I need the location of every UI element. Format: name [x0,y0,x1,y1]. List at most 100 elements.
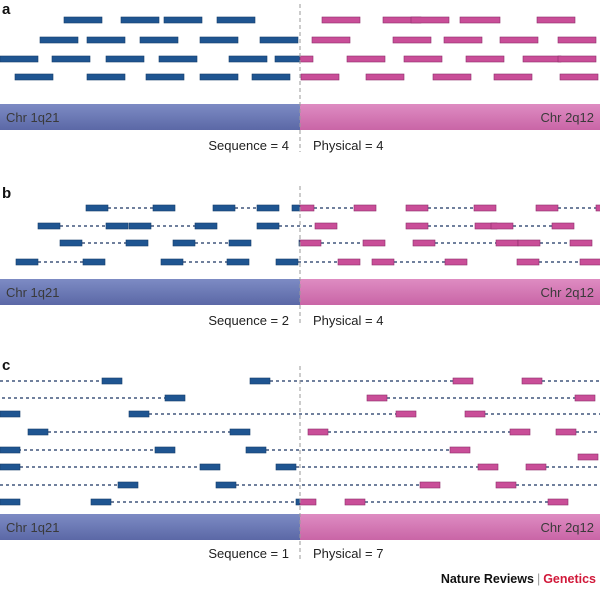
panel-b-pair-r1-2-read-2 [256,204,280,212]
panel-c-pair-r3-1-read-1 [128,410,150,418]
panel-b-pair-r1-1-read-2 [152,204,176,212]
panel-a-read-r1-8 [459,16,501,24]
panel-a-chr-right-label: Chr 2q12 [541,110,594,125]
panel-b-pair-r1-3-read-1-left-part [291,204,301,212]
panel-a-read-r2-3 [139,36,179,44]
panel-c-pair-r7-2-read-2 [419,481,441,489]
panel-c-pair-r4-2-read-1 [307,428,329,436]
panel-c-pair-r1-3-read-1 [521,377,543,385]
panel-a-read-r2-2 [86,36,126,44]
panel-b-pair-r1-3-read-1-right-part [299,204,315,212]
panel-b-pair-r4-3-read-2 [337,258,361,266]
panel-b-pair-r1-2-read-1 [212,204,236,212]
panel-b-pair-r4-5-read-2 [579,258,600,266]
panel-a-chromosome-2q12-bar [300,104,600,130]
panel-c-pair-r8-1-read-1 [90,498,112,506]
panel-c: c Chr 1q21 Chr 2q12 Sequence = 1 Physica… [0,357,600,562]
panel-c-pair-r6-1-read-1 [0,463,21,471]
panel-a-read-r1-3 [163,16,203,24]
panel-a-read-r2-1 [39,36,79,44]
panel-c-physical-count: Physical = 7 [313,546,383,561]
panel-a-read-r2-10 [557,36,597,44]
panel-c-pair-r6-2-read-1 [275,463,297,471]
panel-c-pair-r2-1-read-2 [164,394,186,402]
panel-a-read-r4-1 [14,73,54,81]
panel-b-pair-r2-4-read-1 [405,222,429,230]
panel-c-reads [0,377,600,506]
panel-a-chromosome-1q21-bar [0,104,300,130]
panel-a-read-r4-8 [432,73,472,81]
panel-c-pair-r5-2-read-2 [449,446,471,454]
panel-b-pair-r3-4-read-1 [412,239,436,247]
panel-b-chr-right-label: Chr 2q12 [541,285,594,300]
panel-a-read-r3-1 [0,55,39,63]
panel-c-chromosome-2q12-bar [300,514,600,540]
panel-a-read-r2-6 [311,36,351,44]
panel-a-chr-left-label: Chr 1q21 [6,110,59,125]
panel-b-pair-r3-5-read-2 [569,239,593,247]
panel-b-chromosome-2q12-bar [300,279,600,305]
panel-b-pair-r4-3-read-1 [275,258,299,266]
panel-b-sequence-count: Sequence = 2 [208,313,289,328]
panel-a-read-r2-7 [392,36,432,44]
panel-b-pair-r2-5-read-1 [490,222,514,230]
panel-a-read-r3-2 [51,55,91,63]
panel-b-pair-r1-5-read-1 [535,204,559,212]
panel-b-pair-r1-3-read-2 [353,204,377,212]
panel-c-pair-r5-3-read-2 [0,446,21,454]
panel-a-read-r2-4 [199,36,239,44]
panel-c-chr-left-label: Chr 1q21 [6,520,59,535]
panel-a-read-r3-7 [346,55,386,63]
panel-a-read-r3-10 [522,55,562,63]
panel-c-pair-r7-2-read-1 [215,481,237,489]
panel-b-pair-r4-4-read-2 [444,258,468,266]
panel-c-read-extra [577,453,599,461]
panel-a-read-r3-4 [158,55,198,63]
panel-a-read-r2-8 [443,36,483,44]
panel-b-chromosome-1q21-bar [0,279,300,305]
panel-a-letter: a [2,1,11,18]
panel-b-pair-r4-1-read-1 [15,258,39,266]
panel-a-read-r4-5 [251,73,291,81]
credit-separator: | [536,572,541,586]
panel-b-pair-r4-1-read-2 [82,258,106,266]
panel-b-pair-r3-2-read-1 [172,239,196,247]
panel-b-pair-r3-3-read-1-right-part [299,239,322,247]
panel-a-read-r4-6 [300,73,340,81]
panel-c-pair-r1-1-read-2 [101,377,123,385]
panel-a-read-r3-9 [465,55,505,63]
panel-b-pair-r3-1-read-1 [59,239,83,247]
panel-a-read-r4-4 [199,73,239,81]
panel-c-pair-r3-1-read-2 [395,410,417,418]
panel-a-read-r1-2 [120,16,160,24]
panel-c-pair-r8-3-read-2 [0,498,21,506]
panel-b-pair-r1-5-read-2 [595,204,600,212]
panel-a-read-r4-3 [145,73,185,81]
panel-b-chr-left-label: Chr 1q21 [6,285,59,300]
panel-c-pair-r2-2-read-2 [574,394,596,402]
panel-a-physical-count: Physical = 4 [313,138,383,153]
panel-c-pair-r2-2-read-1 [366,394,388,402]
panel-c-pair-r4-1-read-1 [27,428,49,436]
panel-c-chromosome-1q21-bar [0,514,300,540]
panel-b-pair-r3-1-read-2 [125,239,149,247]
panel-c-sequence-count: Sequence = 1 [208,546,289,561]
panel-c-pair-r1-2-read-1 [249,377,271,385]
panel-c-pair-r4-3-read-1 [555,428,577,436]
panel-a-read-r3-3 [105,55,145,63]
panel-a-read-r2-9 [499,36,539,44]
panel-b-pair-r1-4-read-1 [405,204,429,212]
panel-c-pair-r7-3-read-1 [495,481,517,489]
panel-c-pair-r6-3-read-1 [525,463,547,471]
panel-b-pair-r3-2-read-2 [228,239,252,247]
panel-b-pair-r2-5-read-2 [551,222,575,230]
panel-a-read-r4-7 [365,73,405,81]
panel-b-physical-count: Physical = 4 [313,313,383,328]
panel-a-read-r1-1 [63,16,103,24]
journal-name: Genetics [543,572,596,586]
panel-a-read-r1-9 [536,16,576,24]
panel-b: b Chr 1q21 Chr 2q12 Sequence = 2 Physica… [0,185,600,328]
panel-c-pair-r7-1-read-2 [117,481,139,489]
panel-c-letter: c [2,357,10,374]
